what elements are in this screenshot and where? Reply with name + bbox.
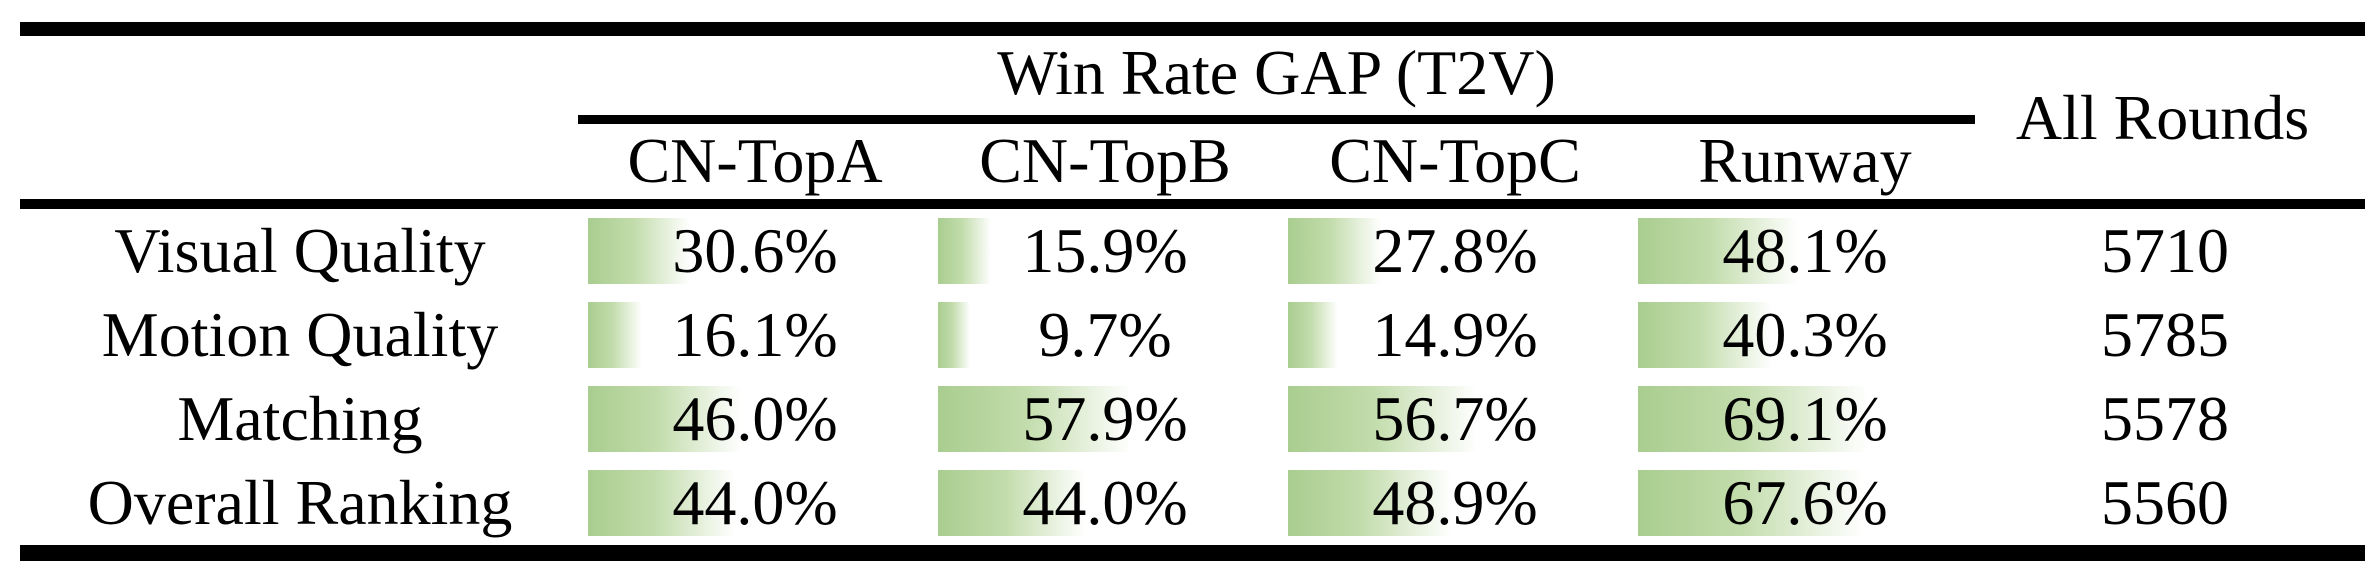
- win-rate-value: 44.0%: [1022, 467, 1188, 538]
- win-rate-value: 14.9%: [1372, 299, 1538, 370]
- win-rate-bar: [938, 218, 991, 284]
- win-rate-bar: [1288, 470, 1451, 536]
- win-rate-cell: 46.0%: [580, 377, 930, 461]
- win-rate-bar: [1288, 386, 1477, 452]
- win-rate-cell: 56.7%: [1280, 377, 1630, 461]
- table-body: Visual Quality 30.6% 15.9% 27.8% 48.1% 5710 Mo…: [0, 209, 2376, 545]
- win-rate-cell: 48.1%: [1630, 209, 1980, 293]
- column-header-row: CN-TopA CN-TopB CN-TopC Runway: [580, 124, 1980, 198]
- table-row: Overall Ranking 44.0% 44.0% 48.9% 67.6% 5560: [0, 461, 2376, 545]
- win-rate-cell: 69.1%: [1630, 377, 1980, 461]
- win-rate-cell: 15.9%: [930, 209, 1280, 293]
- win-rate-cell: 9.7%: [930, 293, 1280, 377]
- column-header-cn-topa: CN-TopA: [627, 125, 883, 196]
- top-rule: [20, 22, 2365, 36]
- win-rate-cell: 40.3%: [1630, 293, 1980, 377]
- header-separator-rule: [20, 199, 2365, 209]
- win-rate-value: 16.1%: [672, 299, 838, 370]
- win-rate-value: 69.1%: [1722, 383, 1888, 454]
- win-rate-bar: [588, 302, 642, 368]
- win-rate-value: 40.3%: [1722, 299, 1888, 370]
- row-label: Visual Quality: [114, 215, 486, 286]
- win-rate-value: 48.9%: [1372, 467, 1538, 538]
- column-header-cn-topc: CN-TopC: [1329, 125, 1581, 196]
- win-rate-cell: 30.6%: [580, 209, 930, 293]
- win-rate-value: 15.9%: [1022, 215, 1188, 286]
- win-rate-value: 46.0%: [672, 383, 838, 454]
- all-rounds-value: 5578: [2101, 383, 2229, 454]
- win-rate-cell: 44.0%: [930, 461, 1280, 545]
- win-rate-bar: [1638, 470, 1863, 536]
- win-rate-cell: 57.9%: [930, 377, 1280, 461]
- win-rate-value: 27.8%: [1372, 215, 1538, 286]
- win-rate-value: 56.7%: [1372, 383, 1538, 454]
- group-header: Win Rate GAP (T2V): [997, 37, 1556, 108]
- table-row: Motion Quality 16.1% 9.7% 14.9% 40.3% 5785: [0, 293, 2376, 377]
- win-rate-value: 30.6%: [672, 215, 838, 286]
- win-rate-value: 44.0%: [672, 467, 838, 538]
- column-header-cn-topb: CN-TopB: [979, 125, 1231, 196]
- win-rate-cell: 27.8%: [1280, 209, 1630, 293]
- all-rounds-header: All Rounds: [2015, 81, 2310, 153]
- all-rounds-value: 5560: [2101, 467, 2229, 538]
- win-rate-value: 9.7%: [1038, 299, 1172, 370]
- win-rate-bar: [938, 386, 1131, 452]
- win-rate-cell: 14.9%: [1280, 293, 1630, 377]
- all-rounds-value: 5710: [2101, 215, 2229, 286]
- win-rate-cell: 48.9%: [1280, 461, 1630, 545]
- row-label: Matching: [177, 383, 423, 454]
- win-rate-bar: [938, 470, 1085, 536]
- column-header-runway: Runway: [1698, 125, 1912, 196]
- win-rate-bar: [588, 218, 690, 284]
- group-header-underline: [578, 115, 1975, 124]
- win-rate-bar: [1288, 218, 1381, 284]
- table-row: Visual Quality 30.6% 15.9% 27.8% 48.1% 5710: [0, 209, 2376, 293]
- win-rate-value: 48.1%: [1722, 215, 1888, 286]
- win-rate-bar: [1638, 302, 1772, 368]
- row-label: Overall Ranking: [87, 467, 513, 538]
- table-row: Matching 46.0% 57.9% 56.7% 69.1% 5578: [0, 377, 2376, 461]
- win-rate-bar: [588, 386, 741, 452]
- win-rate-value: 57.9%: [1022, 383, 1188, 454]
- win-rate-bar: [1288, 302, 1338, 368]
- win-rate-cell: 67.6%: [1630, 461, 1980, 545]
- row-label: Motion Quality: [101, 299, 499, 370]
- win-rate-bar: [588, 470, 735, 536]
- win-rate-cell: 44.0%: [580, 461, 930, 545]
- win-rate-value: 67.6%: [1722, 467, 1888, 538]
- win-rate-bar: [938, 302, 970, 368]
- win-rate-bar: [1638, 386, 1868, 452]
- win-rate-bar: [1638, 218, 1798, 284]
- win-rate-cell: 16.1%: [580, 293, 930, 377]
- bottom-rule: [20, 545, 2365, 561]
- all-rounds-value: 5785: [2101, 299, 2229, 370]
